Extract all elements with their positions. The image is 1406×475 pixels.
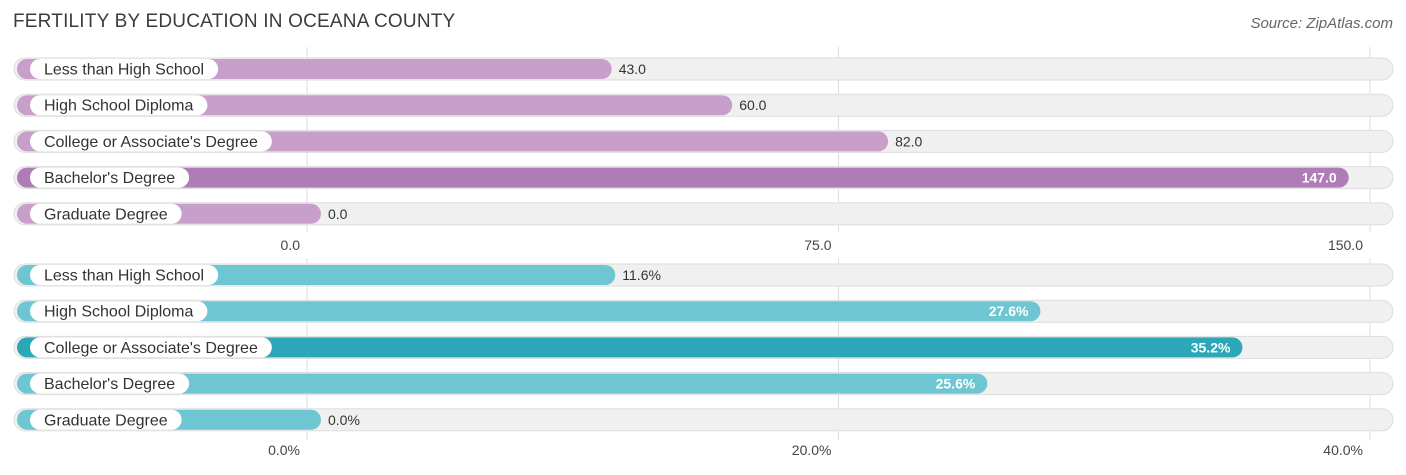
category-label: College or Associate's Degree [44,134,258,151]
category-label-pill [30,265,219,285]
category-label: Bachelor's Degree [44,170,175,187]
bar [17,301,1041,322]
category-label: Bachelor's Degree [44,376,175,393]
category-label: High School Diploma [44,304,194,321]
category-label: Less than High School [44,62,204,79]
category-label-pill [30,337,272,358]
x-tick-label: 75.0 [804,237,831,253]
value-label: 43.0 [619,61,646,77]
category-label-pill [30,95,208,116]
source-credit: Source: ZipAtlas.com [1250,15,1393,32]
value-label: 0.0 [328,206,348,222]
category-label-pill [30,203,182,224]
category-label: Less than High School [44,268,204,285]
category-label-pill [30,409,182,430]
value-label: 147.0 [1302,170,1337,186]
value-label: 27.6% [989,303,1029,319]
value-label: 60.0 [739,97,766,113]
category-label-pill [30,59,219,79]
category-label-pill [30,167,190,188]
category-label: Graduate Degree [44,206,168,223]
value-label: 35.2% [1191,339,1231,355]
bar [17,167,1349,188]
value-label: 82.0 [895,133,922,149]
value-label: 0.0% [328,412,360,428]
bar-track [13,408,1394,432]
category-label-pill [30,301,208,322]
chart-title: FERTILITY BY EDUCATION IN OCEANA COUNTY [13,11,456,32]
x-tick-label: 20.0% [792,442,832,458]
bar-track [13,202,1394,226]
category-label: College or Associate's Degree [44,340,258,357]
category-label: High School Diploma [44,98,194,115]
value-label: 25.6% [936,376,976,392]
value-label: 11.6% [622,267,661,283]
x-tick-label: 0.0% [268,442,300,458]
x-tick-label: 150.0 [1328,237,1363,253]
category-label-pill [30,131,272,152]
category-label-pill [30,373,190,394]
bar [17,337,1243,358]
x-tick-label: 40.0% [1323,442,1363,458]
x-tick-label: 0.0 [281,237,301,253]
category-label: Graduate Degree [44,412,168,429]
bar [17,373,988,394]
